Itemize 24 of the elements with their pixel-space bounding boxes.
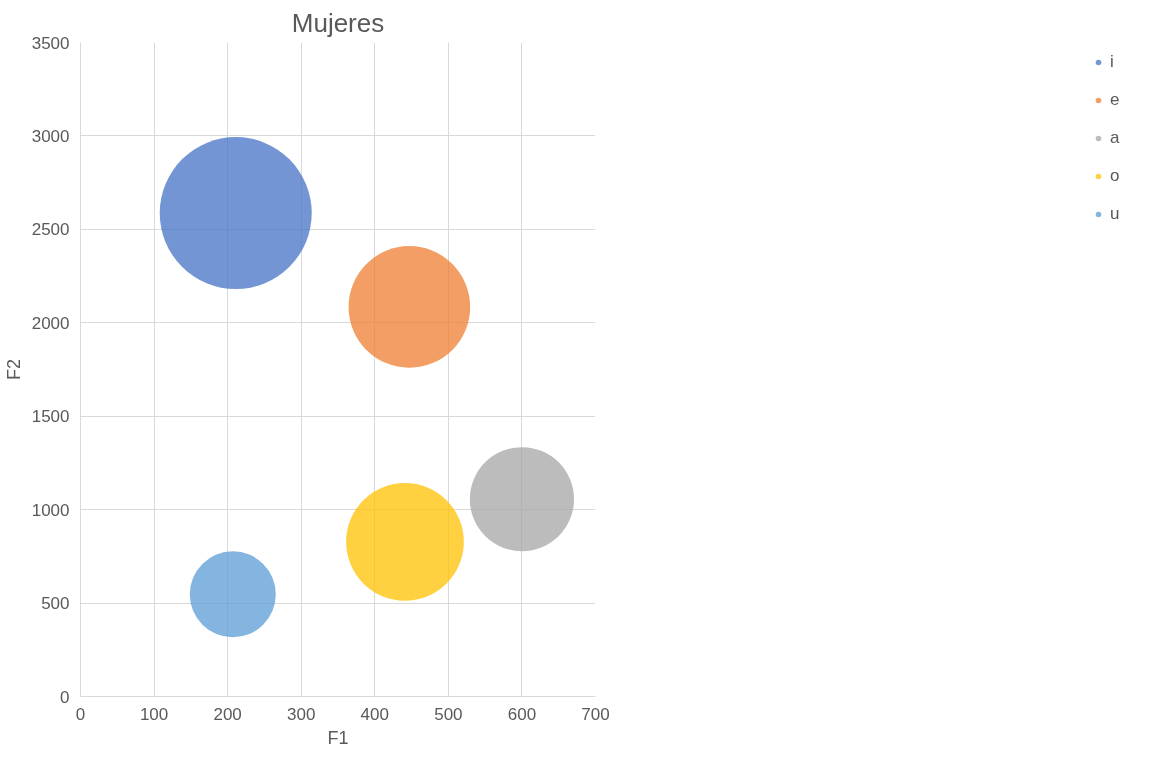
x-axis-title: F1 xyxy=(327,727,349,748)
x-tick-label: 400 xyxy=(360,704,389,724)
x-tick-label: 100 xyxy=(139,704,169,724)
y-tick-label: 0 xyxy=(60,687,70,707)
y-tick-label: 500 xyxy=(41,594,70,614)
text: e xyxy=(1110,90,1121,110)
text: u xyxy=(1110,204,1121,224)
y-tick-label: 3500 xyxy=(31,33,70,53)
text: a xyxy=(1110,128,1121,148)
y-tick-label: 3000 xyxy=(31,126,70,146)
y-tick-label: 2000 xyxy=(31,313,70,333)
y-tick-label: 1500 xyxy=(31,407,70,427)
x-tick-label: 700 xyxy=(581,704,610,724)
y-axis-title: F2 xyxy=(3,358,24,380)
x-tick-label: 300 xyxy=(287,704,316,724)
x-tick-label: 0 xyxy=(75,704,86,724)
text: o xyxy=(1110,166,1121,186)
x-tick-label: 200 xyxy=(213,704,242,724)
y-tick-label: 2500 xyxy=(31,220,70,240)
x-tick-label: 500 xyxy=(434,704,463,724)
text: i xyxy=(1110,52,1115,72)
chart-title: Mujeres xyxy=(291,7,385,38)
y-tick-label: 1000 xyxy=(31,500,70,520)
x-tick-label: 600 xyxy=(507,704,537,724)
